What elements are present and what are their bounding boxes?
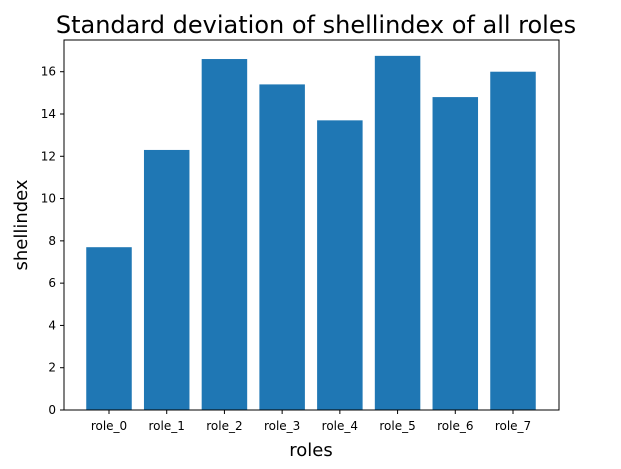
bar-role_2 [201,59,248,411]
x-tick-label: role_3 [264,419,300,433]
y-axis: 0 2 4 6 8 10 12 14 16 [41,65,64,417]
chart-title: Standard deviation of shellindex of all … [56,11,576,39]
bar-role_6 [432,97,479,410]
bar-role_4 [317,120,363,410]
x-tick-label: role_2 [206,419,242,433]
x-tick-label: role_0 [91,419,127,433]
bar-role_7 [490,71,536,410]
y-tick-label: 0 [48,403,56,417]
bar-role_5 [374,55,421,410]
x-tick-label: role_5 [379,419,415,433]
bar-role_3 [259,84,305,411]
bar-role_0 [86,247,132,410]
x-tick-label: role_7 [495,419,531,433]
y-tick-label: 8 [48,234,56,248]
y-tick-label: 10 [41,192,56,206]
bar-role_1 [143,149,190,410]
x-axis: role_0 role_1 role_2 role_3 role_4 role_5 role… [91,410,531,433]
plot-frame [63,39,560,411]
y-axis-label: shellindex [11,179,32,270]
bars [86,55,536,411]
x-axis-label: roles [289,440,332,461]
y-tick-label: 12 [41,149,56,163]
x-tick-label: role_6 [437,419,473,433]
x-tick-label: role_4 [322,419,358,433]
x-tick-label: role_1 [149,419,185,433]
y-tick-label: 2 [48,361,56,375]
y-tick-label: 16 [41,65,56,79]
y-tick-label: 14 [41,107,56,121]
y-tick-label: 6 [48,276,56,290]
y-tick-label: 4 [48,318,56,332]
